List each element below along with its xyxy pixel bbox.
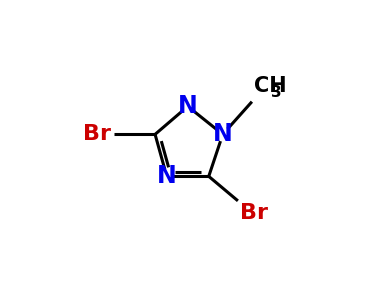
Text: N: N [178, 94, 198, 118]
Circle shape [160, 170, 173, 183]
Text: 3: 3 [271, 85, 282, 100]
Text: CH: CH [254, 76, 287, 96]
Circle shape [216, 128, 229, 141]
Text: Br: Br [240, 203, 268, 223]
Text: N: N [213, 122, 233, 146]
Text: Br: Br [83, 124, 111, 144]
Text: N: N [157, 164, 177, 188]
Circle shape [181, 100, 194, 113]
